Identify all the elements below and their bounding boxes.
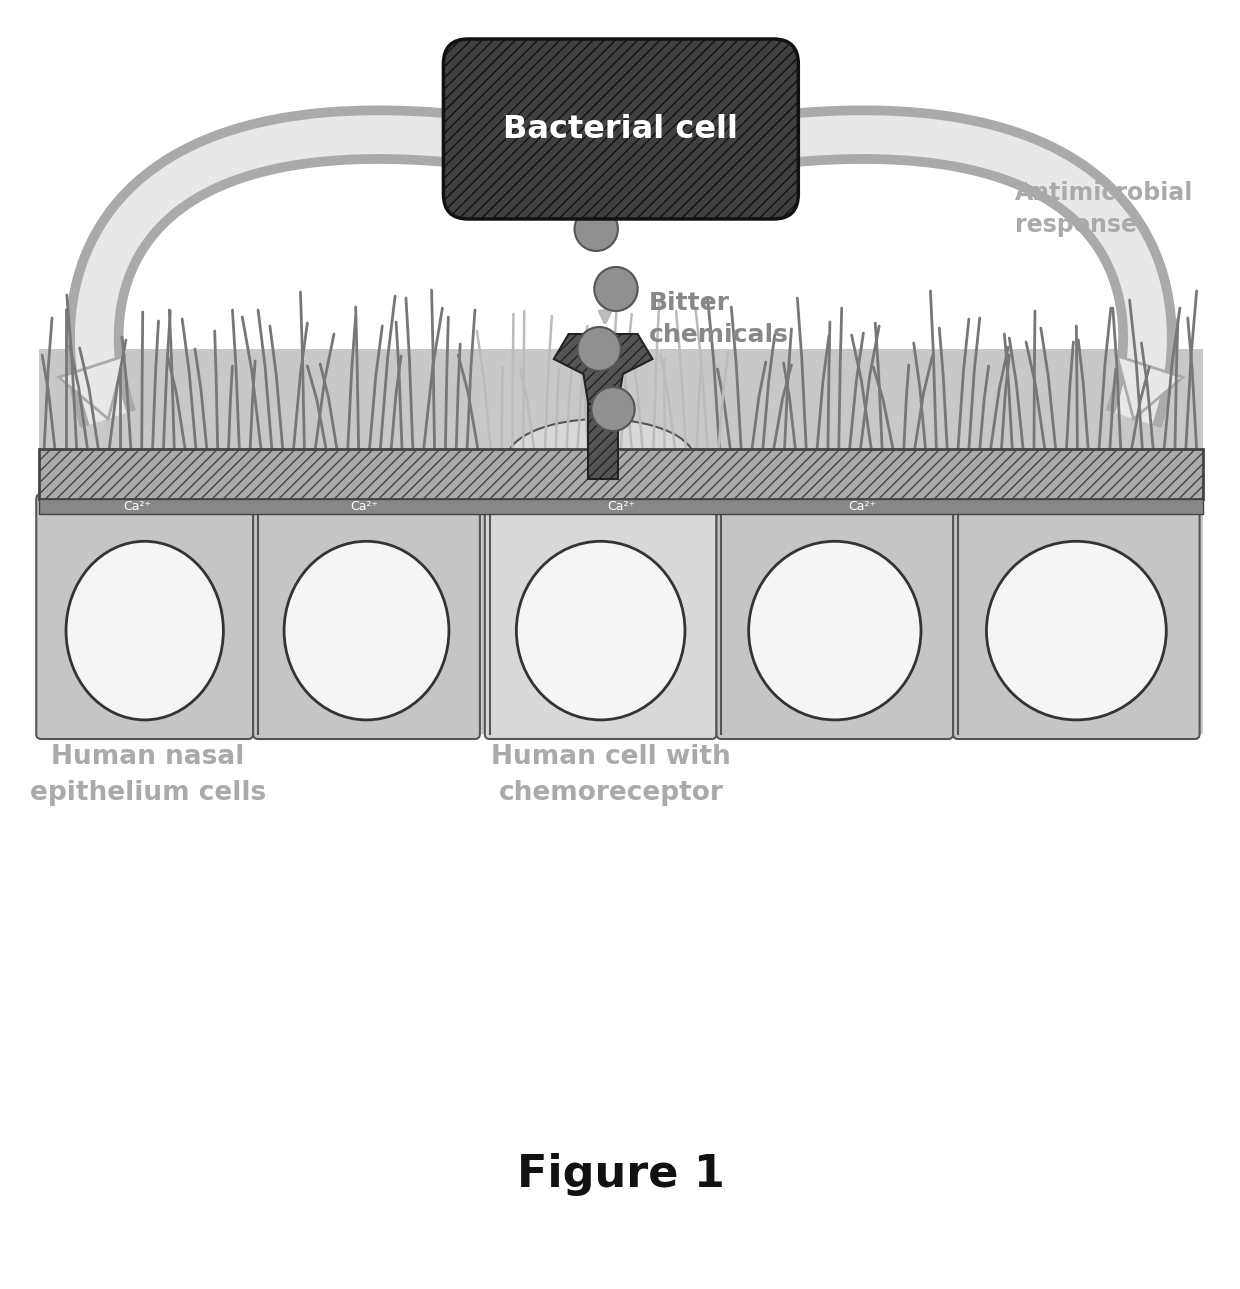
FancyBboxPatch shape [444,39,799,219]
Text: Ca²⁺: Ca²⁺ [124,500,151,513]
Ellipse shape [516,541,684,719]
Bar [40,449,1203,499]
Bar [588,389,618,480]
Polygon shape [58,356,124,419]
Ellipse shape [749,541,921,719]
FancyBboxPatch shape [717,494,954,739]
Polygon shape [554,334,652,403]
Circle shape [578,327,621,371]
Polygon shape [1117,356,1183,419]
Ellipse shape [987,541,1167,719]
Ellipse shape [507,419,694,499]
Text: Bitter
chemicals: Bitter chemicals [649,291,789,347]
Circle shape [574,208,618,251]
Bar [40,499,1203,514]
FancyBboxPatch shape [954,494,1199,739]
Bar [40,349,1203,733]
Text: Bacterial cell: Bacterial cell [503,113,738,144]
Ellipse shape [66,541,223,719]
Text: Human cell with
chemoreceptor: Human cell with chemoreceptor [491,744,730,806]
Circle shape [594,267,637,311]
Text: Ca²⁺: Ca²⁺ [848,500,877,513]
Text: Ca²⁺: Ca²⁺ [351,500,378,513]
Text: Antimicrobial
response: Antimicrobial response [1016,182,1194,237]
Ellipse shape [284,541,449,719]
FancyBboxPatch shape [36,494,253,739]
FancyBboxPatch shape [253,494,480,739]
Text: Figure 1: Figure 1 [517,1152,725,1195]
FancyBboxPatch shape [485,494,717,739]
Text: Ca²⁺: Ca²⁺ [606,500,635,513]
Text: Human nasal
epithelium cells: Human nasal epithelium cells [30,744,265,806]
Circle shape [591,387,635,431]
